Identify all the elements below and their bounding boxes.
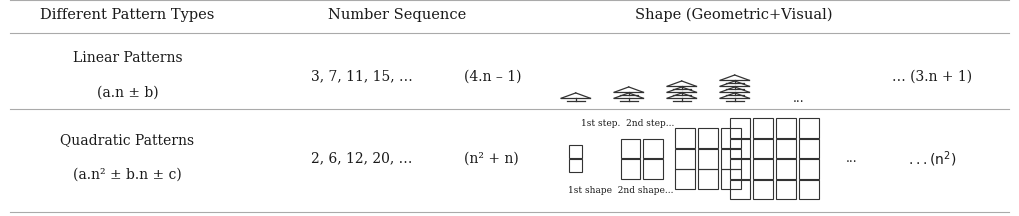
Text: ...: ... [793,92,804,105]
Bar [799,139,819,159]
Text: (a.n² ± b.n ± c): (a.n² ± b.n ± c) [73,168,181,182]
Text: Quadratic Patterns: Quadratic Patterns [60,133,195,147]
Bar [698,169,718,189]
Bar [698,149,718,169]
Text: (a.n ± b): (a.n ± b) [97,86,158,100]
Bar [799,159,819,179]
Bar [621,159,640,179]
Bar [776,179,796,199]
Bar [676,128,695,148]
Bar [753,179,772,199]
Bar [676,149,695,169]
Bar [643,139,663,159]
Bar [730,179,750,199]
Text: Number Sequence: Number Sequence [328,8,467,22]
Bar [753,118,772,138]
Bar [799,179,819,199]
Bar [776,159,796,179]
Text: (4.n – 1): (4.n – 1) [464,70,521,84]
Bar [698,128,718,148]
Bar [569,145,582,159]
Bar [730,159,750,179]
Bar [730,139,750,159]
Bar [730,118,750,138]
Text: $\mathregular{... (n^2)}$: $\mathregular{... (n^2)}$ [908,149,957,168]
Text: Shape (Geometric+Visual): Shape (Geometric+Visual) [635,8,833,22]
Bar [753,139,772,159]
Text: ...: ... [846,152,857,165]
Text: Different Pattern Types: Different Pattern Types [40,8,215,22]
Bar [721,169,741,189]
Text: Linear Patterns: Linear Patterns [72,51,182,65]
Text: 1st step.  2nd step...: 1st step. 2nd step... [581,119,675,128]
Bar [753,159,772,179]
Text: … (3.n + 1): … (3.n + 1) [893,70,972,84]
Text: 2, 6, 12, 20, …: 2, 6, 12, 20, … [311,152,412,166]
Text: (n² + n): (n² + n) [464,152,519,166]
Bar [621,139,640,159]
Bar [676,169,695,189]
Bar [721,128,741,148]
Bar [799,118,819,138]
Bar [776,118,796,138]
Bar [643,159,663,179]
Text: 1st shape  2nd shape...: 1st shape 2nd shape... [568,186,674,195]
Bar [721,149,741,169]
Bar [569,159,582,172]
Text: 3, 7, 11, 15, …: 3, 7, 11, 15, … [311,70,413,84]
Bar [776,139,796,159]
